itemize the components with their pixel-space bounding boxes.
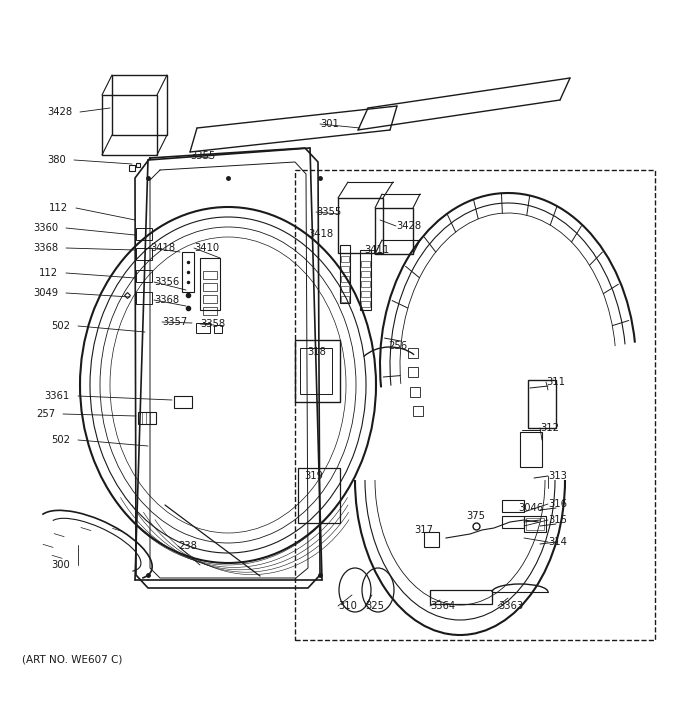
Text: 317: 317 (414, 525, 433, 535)
Bar (196, 323, 210, 333)
Bar (413, 405, 423, 415)
Bar (341, 296, 349, 302)
Bar (214, 325, 222, 333)
Bar (300, 348, 332, 394)
Bar (341, 266, 349, 272)
Bar (408, 368, 418, 377)
Bar (361, 301, 370, 307)
Text: 314: 314 (548, 537, 567, 547)
Bar (203, 283, 217, 291)
Text: 3360: 3360 (33, 223, 58, 233)
Text: 3364: 3364 (430, 601, 455, 611)
Bar (174, 396, 192, 408)
Bar (138, 412, 156, 424)
Bar (409, 348, 418, 358)
Text: 238: 238 (178, 541, 197, 551)
Text: 3418: 3418 (150, 243, 175, 253)
Bar (338, 198, 383, 253)
Bar (528, 380, 556, 428)
Bar (430, 590, 492, 604)
Text: 3361: 3361 (45, 391, 70, 401)
Text: 3428: 3428 (47, 107, 72, 117)
Text: 502: 502 (51, 435, 70, 445)
Bar (136, 292, 152, 304)
Text: 3356: 3356 (154, 277, 180, 287)
Text: 256: 256 (388, 341, 407, 351)
Text: 112: 112 (49, 203, 68, 213)
Bar (526, 518, 544, 530)
Text: 257: 257 (36, 409, 55, 419)
Bar (524, 516, 546, 532)
Bar (200, 258, 220, 310)
Bar (341, 276, 349, 282)
Bar (295, 170, 655, 640)
Text: 3368: 3368 (154, 295, 179, 305)
Bar (298, 468, 340, 523)
Bar (136, 248, 152, 260)
Bar (203, 295, 217, 303)
Text: 375: 375 (466, 511, 485, 521)
Bar (361, 291, 370, 297)
Text: 3363: 3363 (498, 601, 523, 611)
Bar (102, 95, 157, 155)
Bar (203, 307, 217, 315)
Text: 3355: 3355 (190, 151, 216, 161)
Text: 3368: 3368 (33, 243, 58, 253)
Text: 3049: 3049 (33, 288, 58, 298)
Text: 380: 380 (47, 155, 66, 165)
Bar (203, 271, 217, 279)
Bar (112, 75, 167, 135)
Text: 3411: 3411 (364, 245, 389, 255)
Text: 3357: 3357 (162, 317, 187, 327)
Text: 312: 312 (540, 423, 559, 433)
Bar (424, 532, 439, 547)
Bar (502, 500, 524, 512)
Bar (361, 271, 370, 277)
Text: 310: 310 (338, 601, 357, 611)
Text: 3410: 3410 (194, 243, 219, 253)
Bar (361, 281, 370, 287)
Text: 325: 325 (365, 601, 384, 611)
Text: 316: 316 (548, 499, 567, 509)
Text: 300: 300 (51, 560, 70, 570)
Bar (502, 516, 524, 528)
Bar (361, 261, 370, 267)
Text: 301: 301 (320, 119, 339, 129)
Bar (136, 270, 152, 282)
Bar (341, 286, 349, 292)
Text: 3428: 3428 (396, 221, 421, 231)
Bar (341, 256, 349, 262)
Text: 318: 318 (307, 347, 326, 357)
Text: 3358: 3358 (200, 319, 225, 329)
Bar (410, 386, 420, 397)
Bar (340, 245, 350, 303)
Text: 319: 319 (304, 471, 323, 481)
Text: 315: 315 (548, 515, 567, 525)
Text: (ART NO. WE607 C): (ART NO. WE607 C) (22, 655, 122, 665)
Bar (182, 252, 194, 292)
Text: 311: 311 (546, 377, 565, 387)
Text: 3355: 3355 (316, 207, 341, 217)
Bar (295, 340, 340, 402)
Text: 3046: 3046 (518, 503, 543, 513)
Text: 502: 502 (51, 321, 70, 331)
Text: 3418: 3418 (308, 229, 333, 239)
Bar (520, 432, 542, 467)
Text: 112: 112 (39, 268, 58, 278)
Bar (136, 228, 152, 240)
Bar (360, 250, 371, 310)
Text: 313: 313 (548, 471, 567, 481)
Bar (375, 208, 413, 254)
